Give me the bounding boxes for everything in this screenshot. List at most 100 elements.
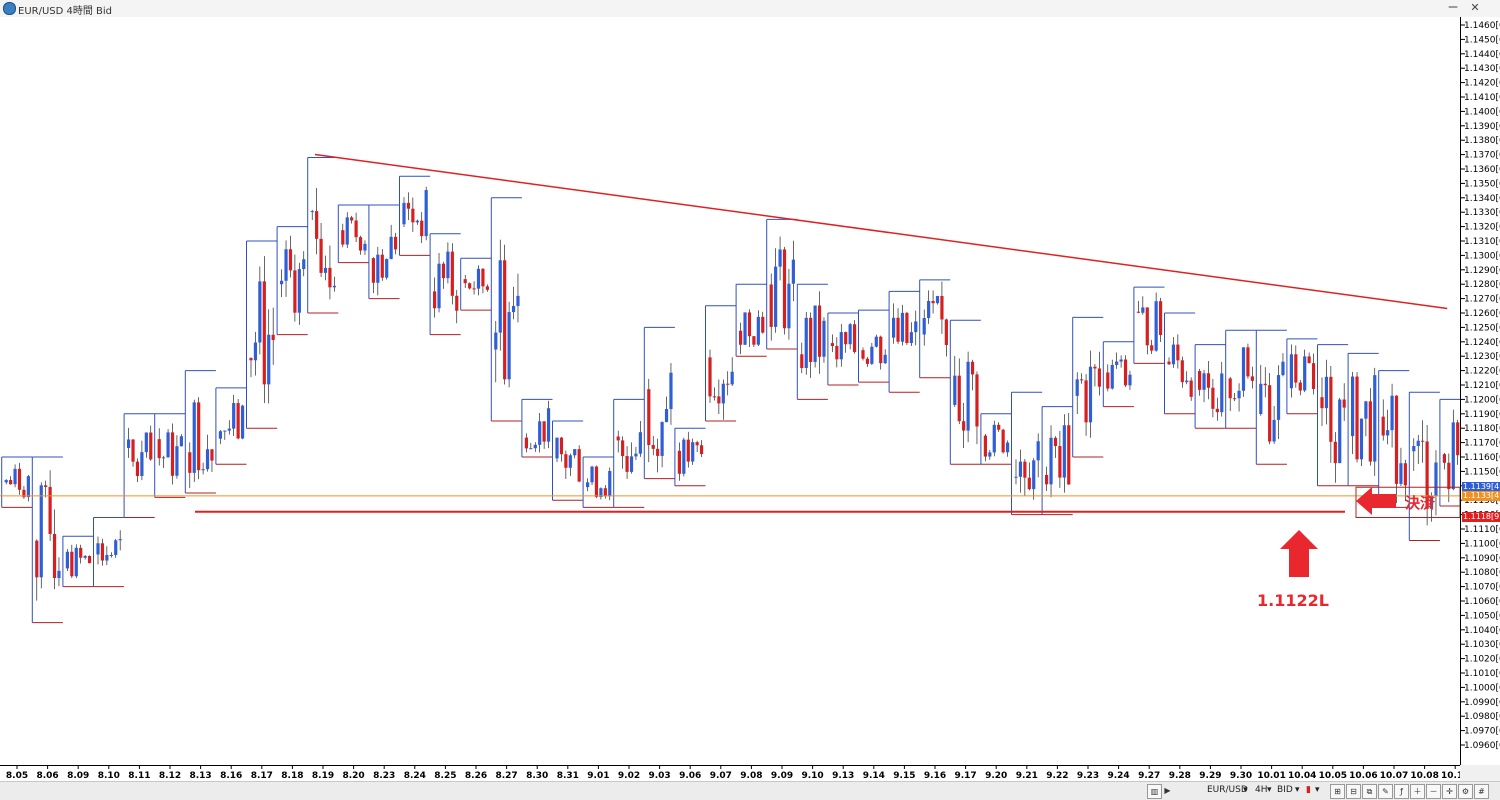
candlestick-chart[interactable]: 決済 1.1122L (0, 17, 1460, 765)
play-icon[interactable]: ▶ (1164, 786, 1171, 795)
bear-candle (341, 230, 345, 245)
chart-tool-3-icon[interactable]: ⧉ (1362, 784, 1377, 799)
bear-candle (262, 281, 266, 385)
time-axis[interactable]: 8.05 8.06 8.09 8.10 8.11 8.12 8.13 8.16 8.17 8.18… (0, 765, 1500, 782)
bear-candle (896, 317, 900, 342)
symbol-selector[interactable]: EUR/USD (1207, 785, 1248, 795)
bear-candle (371, 258, 375, 283)
bull-candle (1220, 373, 1224, 413)
time-tick-label: 8.17 (251, 771, 273, 781)
bear-candle (315, 211, 319, 239)
bear-candle (1106, 372, 1110, 389)
bear-candle (236, 403, 240, 439)
bull-candle (1386, 430, 1390, 436)
bull-candle (179, 436, 183, 447)
bull-candle (166, 432, 170, 458)
bear-candle (350, 217, 354, 221)
bull-candle (533, 444, 537, 449)
bear-candle (1176, 344, 1180, 361)
timeframe-selector[interactable]: 4H (1255, 785, 1268, 795)
settings-icon[interactable]: ⚙ (1458, 784, 1473, 799)
close-button[interactable]: ✕ (1470, 1, 1480, 14)
bull-candle (1088, 366, 1093, 423)
bull-candle (1416, 440, 1420, 447)
crosshair-icon[interactable]: ✛ (1442, 784, 1457, 799)
price-tick-label: 1.0970[0] (1464, 727, 1500, 737)
bull-candle (1434, 462, 1438, 496)
bull-candle (83, 556, 87, 558)
chart-plot-area[interactable]: 決済 1.1122L (0, 17, 1460, 765)
bear-candle (940, 296, 944, 320)
bull-candle (267, 334, 271, 385)
price-tick-label: 1.1360[0] (1464, 165, 1500, 175)
bull-candle (1075, 379, 1079, 396)
minimize-button[interactable]: ー (1447, 1, 1459, 14)
bear-candle (1023, 461, 1027, 478)
bull-candle (1281, 361, 1285, 376)
bear-candle (852, 324, 857, 352)
support-price-tag: 1.1118[9] (1462, 512, 1500, 523)
bear-candle (288, 249, 293, 271)
status-bar: ▥ ▶ EUR/USD ▾ 4H ▾ BID ▾ ▮ ▾ ⊞ ⊟ ⧉ ✎ ƒ ＋… (0, 781, 1500, 800)
candle-dropdown-icon[interactable]: ▾ (1315, 785, 1320, 795)
price-tick-label: 1.1010[0] (1464, 669, 1500, 679)
bull-candle (638, 432, 642, 454)
bull-candle (297, 269, 301, 313)
bull-candle (568, 455, 572, 468)
bear-candle (441, 263, 446, 279)
price-tick-label: 1.1370[0] (1464, 151, 1500, 161)
price-tick-label: 1.1460[0] (1464, 21, 1500, 31)
bear-candle (1442, 454, 1446, 463)
chart-tool-2-icon[interactable]: ⊟ (1346, 784, 1361, 799)
bull-candle (590, 466, 594, 483)
time-tick-label: 10.06 (1349, 771, 1377, 781)
bull-candle (892, 317, 896, 338)
bull-candle (437, 263, 441, 309)
price-tick-label: 1.1000[0] (1464, 683, 1500, 693)
chart-tool-1-icon[interactable]: ⊞ (1330, 784, 1345, 799)
bear-candle (1233, 398, 1237, 400)
time-tick-label: 10.01 (1257, 771, 1285, 781)
bear-candle (1355, 376, 1359, 460)
bear-candle (594, 466, 599, 497)
bull-candle (922, 318, 926, 335)
symbol-dropdown-icon[interactable]: ▾ (1243, 785, 1248, 795)
bear-candle (656, 448, 660, 456)
zoom-in-icon[interactable]: ＋ (1410, 784, 1425, 799)
bear-candle (1093, 366, 1097, 369)
grid-icon[interactable]: # (1474, 784, 1489, 799)
bull-candle (839, 332, 843, 360)
bull-candle (953, 375, 957, 405)
bear-candle (717, 396, 721, 404)
indicator-icon[interactable]: ƒ (1394, 784, 1409, 799)
bear-candle (695, 442, 699, 446)
time-tick-label: 9.20 (985, 771, 1007, 781)
price-tick-label: 1.1450[0] (1464, 35, 1500, 45)
time-tick-label: 8.09 (67, 771, 89, 781)
scroll-bar-icon[interactable]: ▥ (1147, 784, 1162, 799)
candle-type-icon[interactable]: ▮ (1306, 785, 1311, 795)
bear-candle (319, 238, 323, 273)
bull-candle (1364, 401, 1368, 419)
drawing-tool-icon[interactable]: ✎ (1378, 784, 1393, 799)
side-selector[interactable]: BID (1277, 785, 1293, 795)
side-dropdown-icon[interactable]: ▾ (1295, 785, 1300, 795)
bear-candle (1136, 311, 1140, 313)
bear-candle (625, 456, 629, 472)
bear-candle (835, 346, 839, 360)
bear-candle (1189, 380, 1193, 397)
resistance-trendline[interactable] (314, 153, 1448, 310)
price-tick-label: 1.1330[0] (1464, 208, 1500, 218)
bear-candle (188, 452, 192, 473)
bear-candle (621, 440, 625, 457)
zoom-out-icon[interactable]: － (1426, 784, 1441, 799)
bull-candle (1115, 361, 1119, 365)
bear-candle (197, 402, 201, 471)
timeframe-dropdown-icon[interactable]: ▾ (1267, 785, 1272, 795)
time-tick-label: 9.06 (679, 771, 701, 781)
bull-candle (1237, 390, 1241, 399)
price-axis[interactable]: 1.1460[0] 1.1450[0] 1.1440[0] 1.1430[0] 1.14… (1460, 17, 1500, 765)
price-tick-label: 1.1130[0] (1464, 496, 1500, 506)
bull-candle (280, 280, 284, 285)
bear-candle (9, 480, 13, 485)
